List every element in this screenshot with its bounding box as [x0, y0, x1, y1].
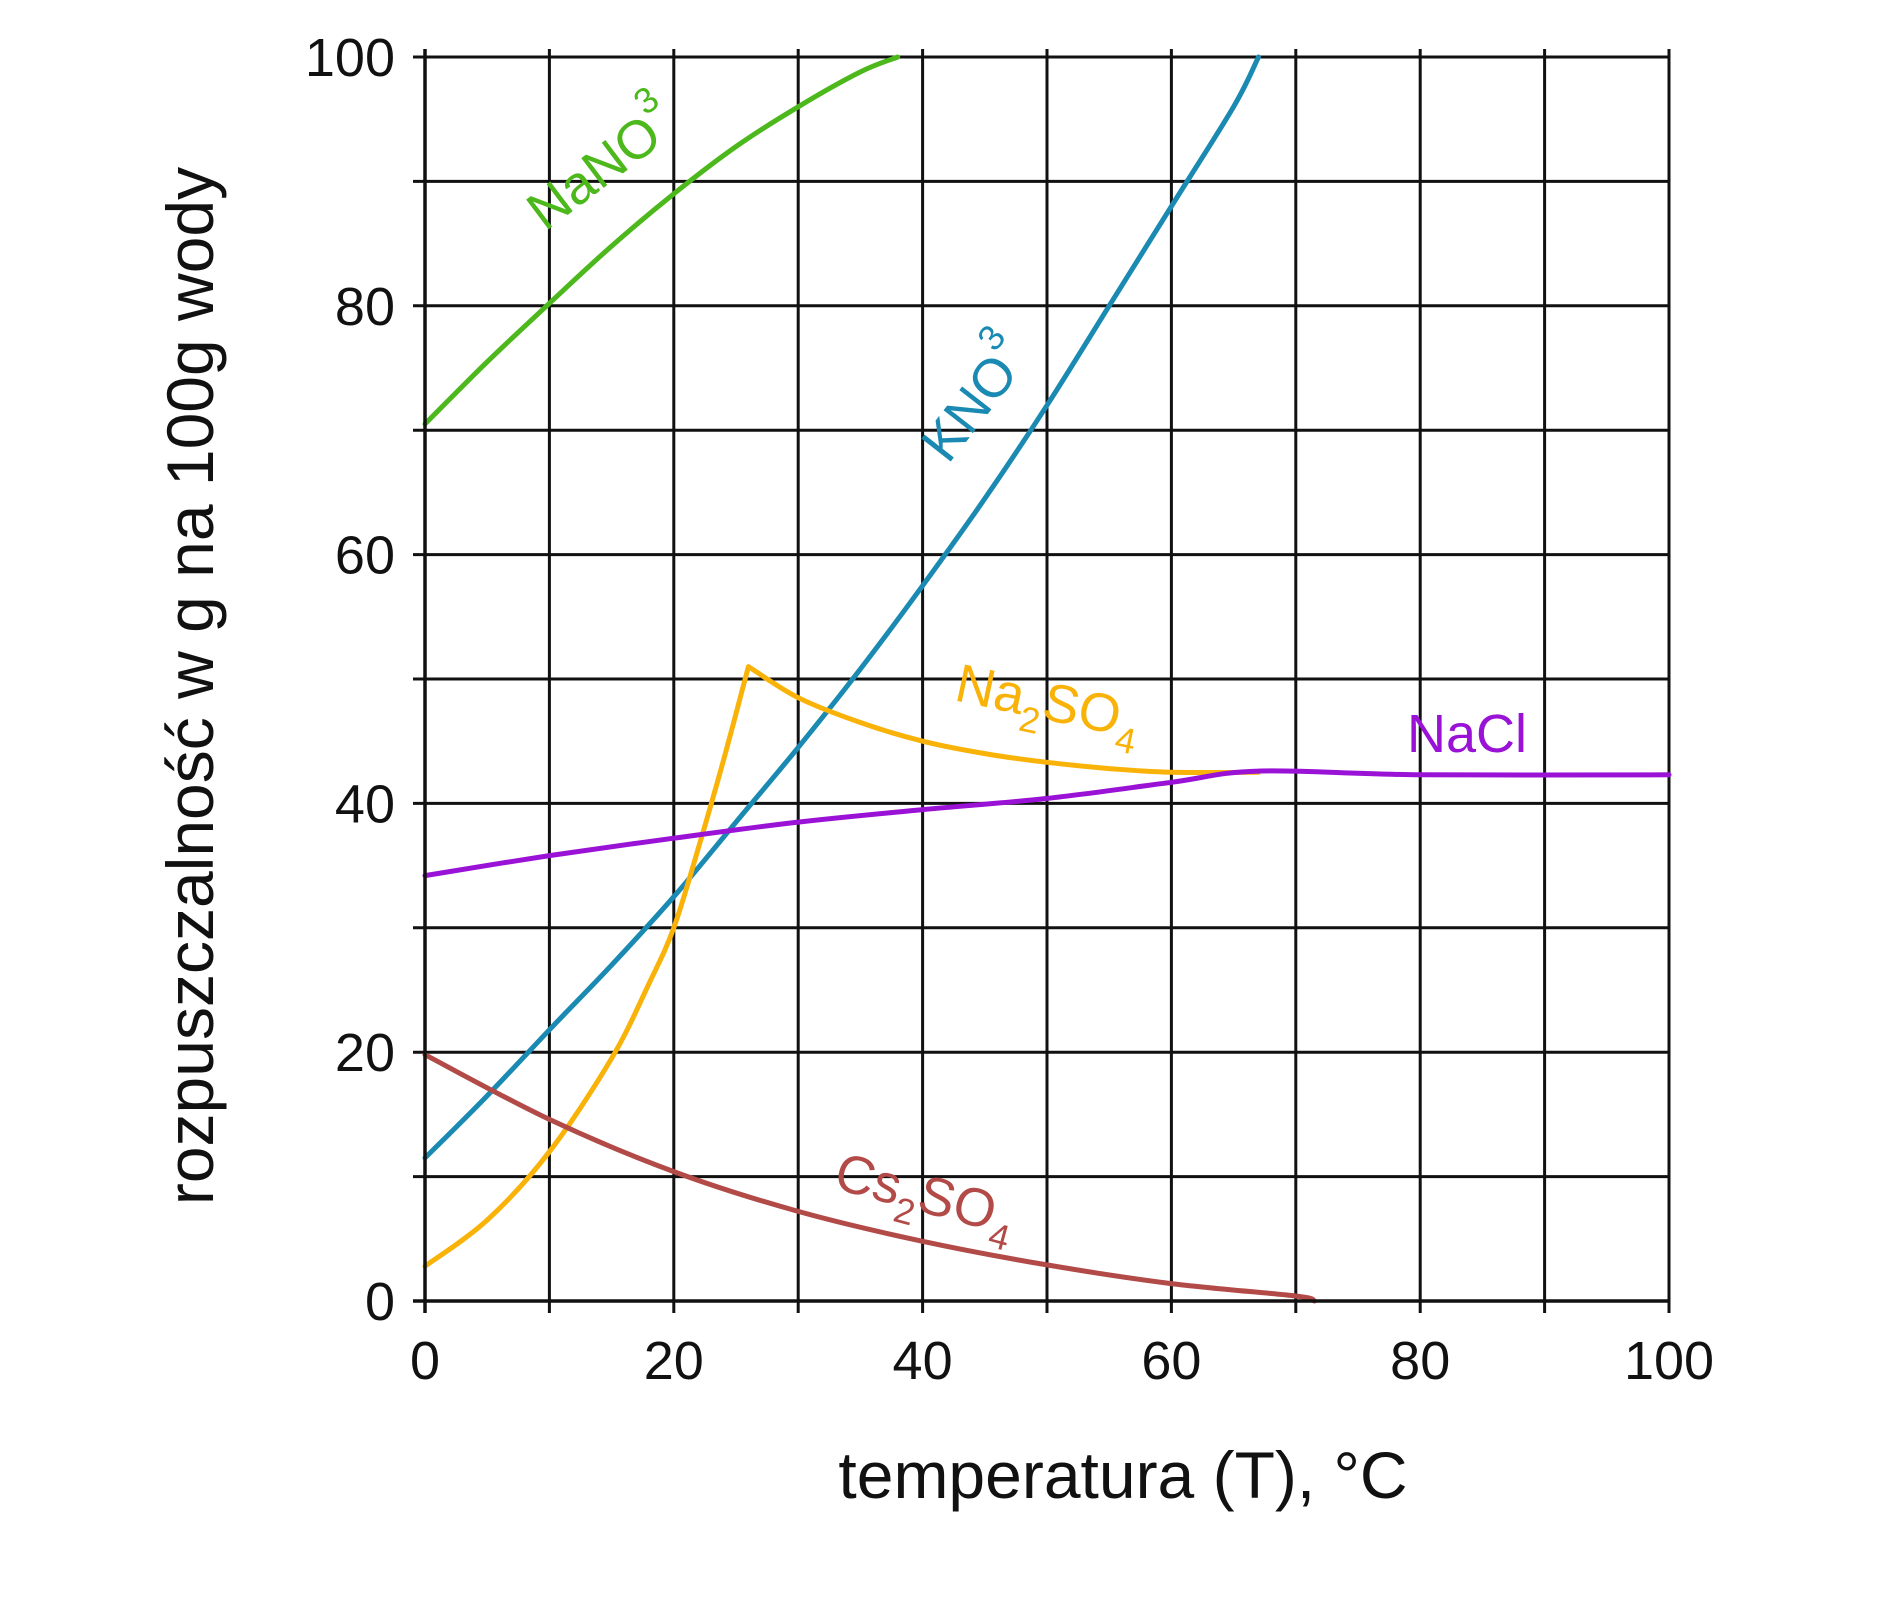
grid-layer: [413, 49, 1671, 1313]
axes-layer: [413, 49, 1669, 1313]
x-tick-label-40: 40: [893, 1331, 953, 1391]
x-tick-label-20: 20: [644, 1331, 704, 1391]
y-tick-label-0: 0: [365, 1272, 395, 1332]
y-tick-label-20: 20: [335, 1023, 395, 1083]
y-tick-label-100: 100: [305, 28, 395, 88]
series-line-cs2so4: [422, 1052, 1317, 1304]
series-line-nacl: [422, 768, 1672, 879]
series-label-nacl: NaCl: [1407, 704, 1527, 764]
x-tick-label-0: 0: [410, 1331, 440, 1391]
series-layer: [422, 54, 1672, 1304]
label-part: NaNO: [516, 103, 672, 241]
label-part: SO: [1038, 672, 1127, 747]
x-tick-label-60: 60: [1141, 1331, 1201, 1391]
y-tick-label-80: 80: [335, 277, 395, 337]
series-label-nano3: NaNO3: [506, 78, 688, 242]
label-part: Na: [951, 653, 1032, 726]
x-tick-label-100: 100: [1624, 1331, 1714, 1391]
y-axis-title: rozpuszczalność w g na 100g wody: [153, 167, 227, 1205]
label-part: NaCl: [1407, 704, 1527, 764]
series-line-nano3: [422, 54, 901, 427]
series-line-kno3: [422, 54, 1261, 1161]
x-axis-title: temperatura (T), °C: [838, 1438, 1407, 1512]
y-tick-label-40: 40: [335, 774, 395, 834]
y-tick-label-60: 60: [335, 526, 395, 586]
series-line-na2so4: [422, 664, 1261, 1269]
label-part: KNO: [910, 343, 1029, 472]
x-tick-label-80: 80: [1390, 1331, 1450, 1391]
